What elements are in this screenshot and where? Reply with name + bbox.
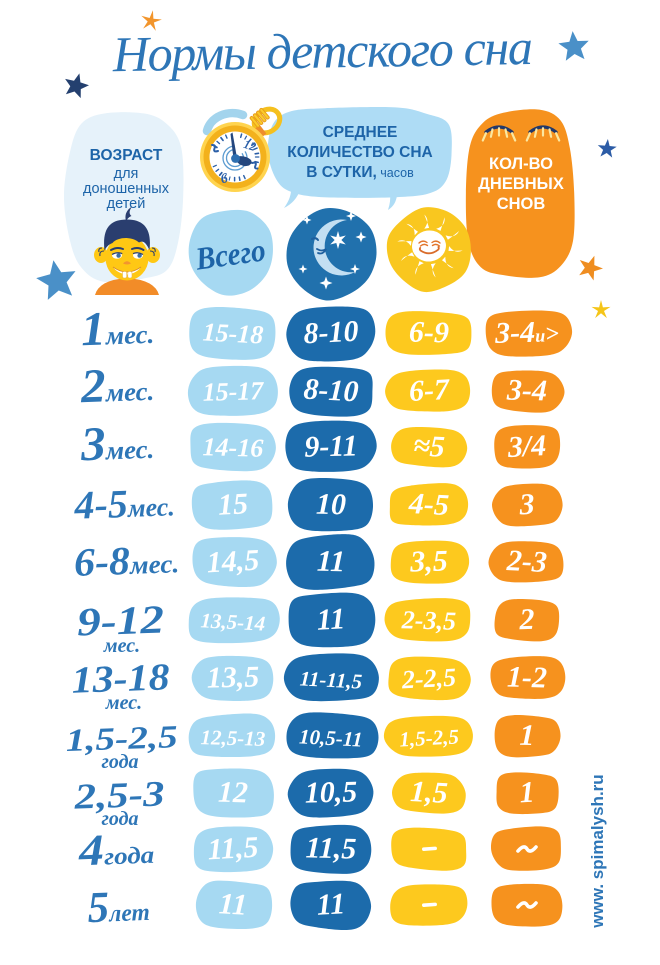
svg-text:15: 15 [217, 487, 249, 522]
svg-text:9-11: 9-11 [304, 429, 358, 463]
svg-text:КОЛИЧЕСТВО СНА: КОЛИЧЕСТВО СНА [287, 144, 432, 161]
svg-text:14-16: 14-16 [202, 432, 263, 463]
svg-text:3/4: 3/4 [506, 429, 547, 464]
svg-text:12: 12 [218, 776, 249, 810]
svg-text:11,5: 11,5 [305, 831, 357, 865]
svg-text:8-10: 8-10 [303, 373, 360, 409]
svg-text:1,5: 1,5 [409, 775, 448, 810]
svg-text:≈5: ≈5 [412, 429, 445, 464]
svg-text:ДНЕВНЫХ: ДНЕВНЫХ [478, 175, 564, 193]
svg-text:мес.: мес. [105, 692, 142, 714]
svg-text:1,5-2,5: 1,5-2,5 [399, 724, 460, 751]
svg-text:11: 11 [218, 887, 248, 921]
svg-text:3,5: 3,5 [409, 545, 448, 579]
svg-text:11: 11 [316, 602, 346, 636]
svg-text:Нормы детского сна: Нормы детского сна [111, 19, 533, 82]
svg-text:6-7: 6-7 [408, 373, 451, 408]
svg-text:10,5-11: 10,5-11 [299, 724, 364, 751]
svg-text:детей: детей [107, 196, 146, 212]
svg-text:1-2: 1-2 [507, 660, 548, 694]
svg-text:3-4: 3-4 [506, 373, 548, 407]
svg-text:СНОВ: СНОВ [497, 195, 546, 213]
svg-text:3-4и>: 3-4и> [494, 315, 560, 350]
svg-text:В СУТКИ, часов: В СУТКИ, часов [306, 164, 414, 181]
svg-text:1,5-2,5: 1,5-2,5 [65, 718, 178, 758]
svg-text:4-5мес.: 4-5мес. [73, 479, 176, 527]
svg-text:4года: 4года [77, 824, 155, 876]
svg-text:2: 2 [518, 603, 535, 636]
svg-text:2-3,5: 2-3,5 [401, 605, 457, 635]
svg-text:8-10: 8-10 [303, 315, 360, 351]
svg-text:3: 3 [518, 488, 536, 522]
svg-text:СРЕДНЕЕ: СРЕДНЕЕ [323, 124, 398, 141]
svg-text:1мес.: 1мес. [80, 301, 155, 357]
svg-text:6-9: 6-9 [409, 315, 450, 349]
svg-text:года: года [101, 808, 138, 830]
svg-text:6-8мес.: 6-8мес. [73, 536, 180, 585]
svg-text:11,5: 11,5 [207, 831, 260, 867]
svg-text:12: 12 [242, 137, 258, 154]
svg-text:10,5: 10,5 [304, 775, 357, 809]
svg-text:5лет: 5лет [87, 881, 151, 932]
svg-text:2-2,5: 2-2,5 [400, 663, 457, 695]
svg-text:1: 1 [519, 776, 536, 810]
svg-text:15-17: 15-17 [202, 376, 264, 407]
svg-text:4-5: 4-5 [407, 487, 450, 522]
svg-text:года: года [101, 751, 138, 773]
svg-text:2мес.: 2мес. [79, 358, 155, 414]
svg-text:13,5-14: 13,5-14 [200, 608, 266, 635]
svg-text:13,5: 13,5 [206, 660, 259, 694]
svg-text:13-18: 13-18 [71, 656, 170, 701]
svg-text:15-18: 15-18 [202, 317, 264, 349]
svg-text:9-12: 9-12 [76, 597, 165, 645]
svg-text:3мес.: 3мес. [79, 416, 155, 472]
svg-text:6: 6 [219, 171, 229, 187]
svg-text:11: 11 [316, 887, 346, 921]
svg-text:12,5-13: 12,5-13 [200, 725, 265, 751]
svg-text:2,5-3: 2,5-3 [73, 773, 166, 816]
svg-text:1: 1 [519, 719, 535, 752]
svg-text:для: для [114, 166, 139, 182]
svg-text:ВОЗРАСТ: ВОЗРАСТ [90, 147, 163, 164]
svg-text:10: 10 [316, 488, 347, 522]
svg-text:www. spimalysh.ru: www. spimalysh.ru [588, 774, 607, 928]
svg-text:мес.: мес. [103, 635, 140, 657]
svg-text:11-11,5: 11-11,5 [299, 666, 363, 693]
svg-text:11: 11 [316, 545, 345, 579]
svg-text:14,5: 14,5 [206, 544, 260, 580]
svg-text:КОЛ-ВО: КОЛ-ВО [489, 155, 553, 173]
svg-text:2-3: 2-3 [505, 544, 548, 579]
svg-text:доношенных: доношенных [83, 181, 170, 197]
